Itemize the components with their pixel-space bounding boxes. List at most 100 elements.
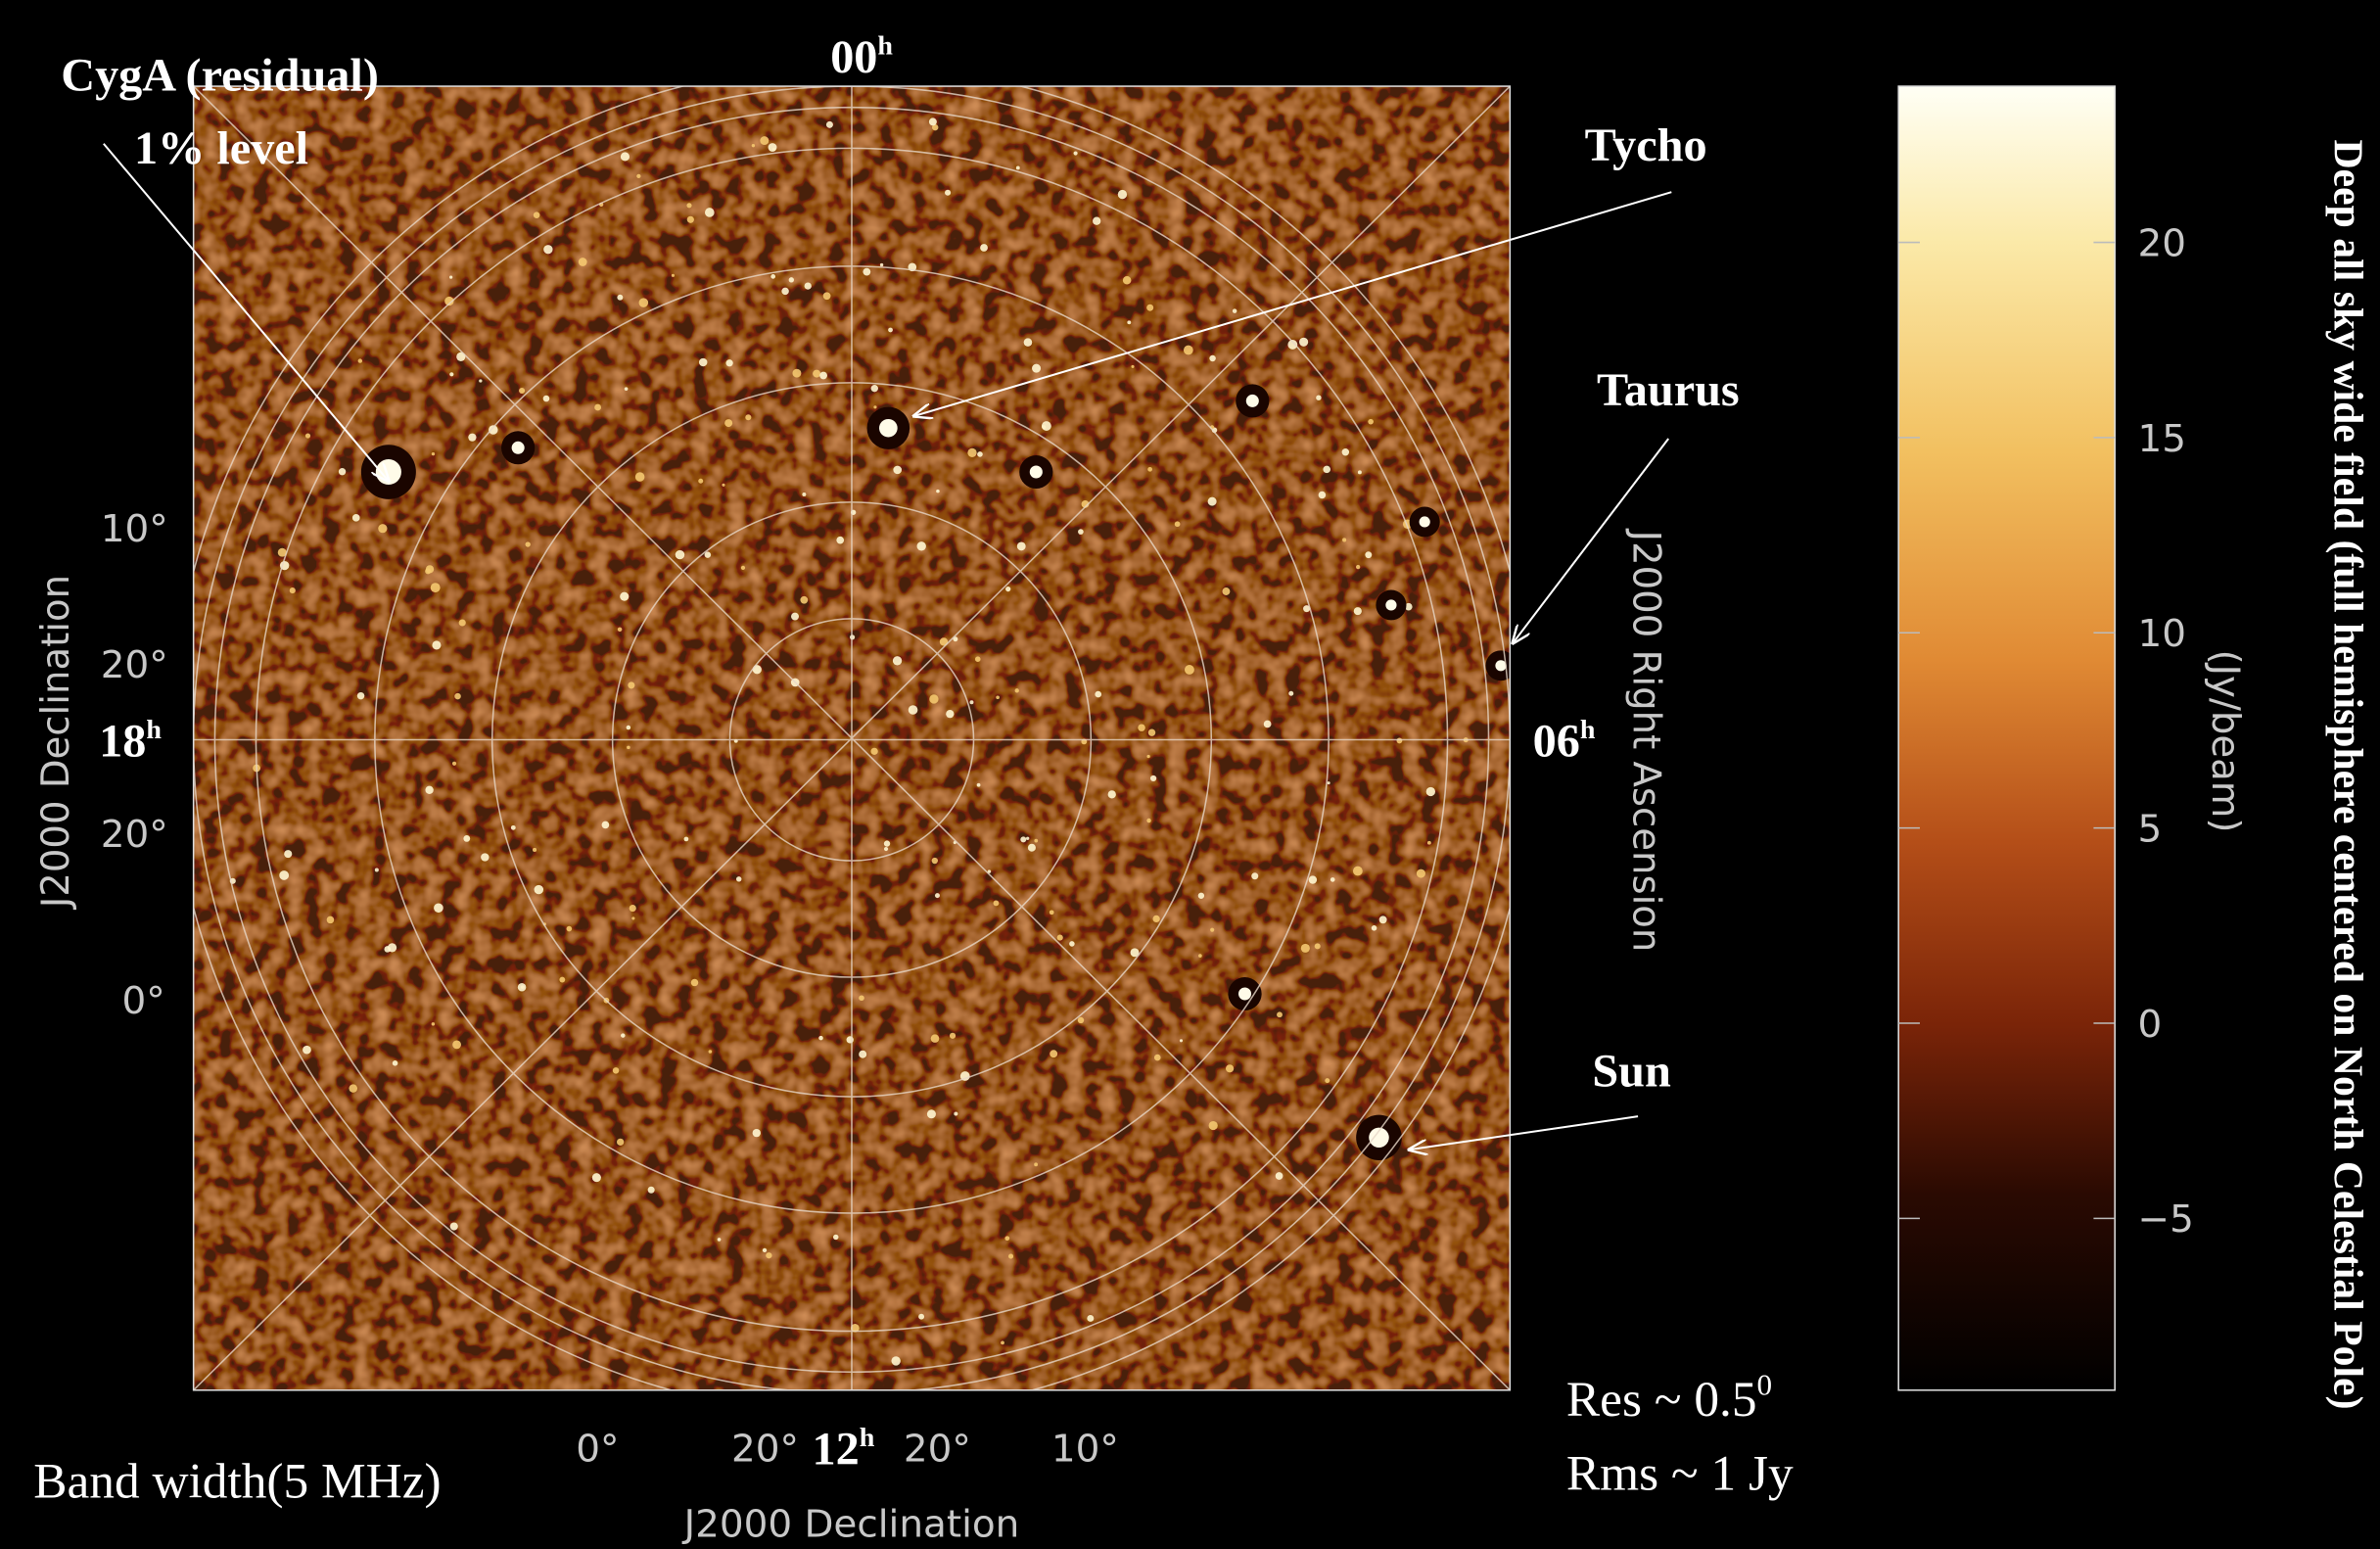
source-dot	[929, 117, 937, 125]
source-dot	[736, 876, 741, 881]
source-dot	[954, 1112, 957, 1116]
source-dot	[805, 282, 812, 289]
source-dot	[932, 858, 938, 864]
note-sup: 0	[1757, 1368, 1773, 1402]
source-dot	[672, 274, 675, 277]
note: Res ~ 0.50	[1566, 1368, 1772, 1428]
source-dot	[459, 619, 466, 626]
source-dot	[871, 385, 878, 392]
source-dot	[358, 358, 362, 362]
source-dot	[543, 245, 552, 254]
source-dot	[1034, 839, 1038, 843]
source-dot	[763, 1248, 767, 1252]
sky-image	[172, 65, 1531, 1414]
source-dot	[791, 613, 799, 621]
source-dot	[859, 1051, 866, 1058]
source-dot	[579, 258, 587, 266]
source-dot	[1185, 665, 1194, 675]
source-dot	[1356, 565, 1360, 569]
ra-hours: 06	[1533, 716, 1580, 768]
source-dot	[519, 388, 525, 394]
source-dot	[1042, 421, 1051, 431]
source-dot	[613, 1067, 620, 1073]
source-dot	[617, 295, 623, 301]
source-dot	[1315, 943, 1321, 949]
source-dot	[709, 1050, 713, 1054]
source-dot	[1004, 1236, 1009, 1241]
source-dot	[621, 152, 630, 161]
ra-hours: 00	[830, 31, 877, 83]
source-dot	[1208, 497, 1217, 506]
source-dot	[594, 404, 601, 411]
source-dot	[284, 850, 292, 858]
source-dot	[909, 705, 918, 715]
source-dot	[996, 695, 1000, 699]
source-dot	[543, 396, 550, 402]
source-dot	[1152, 915, 1159, 922]
source-dot	[833, 1235, 839, 1240]
source-bright	[879, 419, 898, 438]
source-dot	[1146, 819, 1150, 822]
source-dot	[1146, 305, 1153, 311]
source-dot	[1123, 276, 1132, 284]
source-dot	[946, 710, 954, 718]
source-dot	[463, 835, 470, 842]
source-dot	[1020, 836, 1026, 842]
source-dot	[1365, 551, 1372, 558]
source-dot	[760, 136, 769, 145]
source-bright	[1030, 466, 1043, 479]
ra-unit: h	[860, 1423, 875, 1453]
source-dot	[1078, 1017, 1084, 1023]
source-dot	[1184, 346, 1193, 355]
source-dot	[1180, 1039, 1183, 1042]
source-dot	[434, 903, 443, 913]
source-dot	[818, 1036, 823, 1041]
source-dot	[1426, 787, 1435, 796]
colorbar-tick-label: −5	[2138, 1197, 2194, 1242]
source-bright	[512, 442, 525, 454]
source-dot	[1131, 365, 1134, 368]
source-dot	[1233, 308, 1237, 313]
source-dot	[1226, 1064, 1234, 1072]
source-dot	[1328, 781, 1330, 784]
source-dot	[621, 1033, 625, 1037]
source-dot	[425, 786, 433, 794]
source-bright	[1238, 988, 1251, 1001]
source-dot	[722, 484, 724, 487]
source-dot	[375, 868, 379, 871]
annotation: Tycho	[1585, 119, 1707, 171]
source-dot	[1210, 928, 1214, 932]
source-dot	[450, 1222, 458, 1230]
source-dot	[813, 370, 820, 378]
source-dot	[994, 900, 1000, 906]
colorbar-tick-label: 10	[2138, 612, 2186, 656]
source-dot	[511, 825, 516, 830]
source-dot	[969, 700, 973, 704]
source-dot	[705, 208, 715, 217]
source-dot	[826, 121, 833, 128]
dec-tick-label: 20°	[904, 1428, 971, 1472]
source-dot	[766, 1252, 771, 1258]
source-dot	[753, 1129, 761, 1137]
source-dot	[452, 1040, 461, 1049]
colorbar-tick-label: 15	[2138, 417, 2186, 461]
source-dot	[1222, 587, 1230, 595]
source-dot	[870, 748, 877, 755]
source-dot	[691, 979, 698, 986]
colorbar	[1898, 86, 2115, 1390]
axis-title: J2000 Declination	[34, 575, 78, 910]
annotation: CygA (residual)	[61, 50, 379, 102]
source-dot	[927, 1109, 936, 1118]
source-dot	[891, 1356, 900, 1365]
source-dot	[627, 746, 630, 750]
source-dot	[936, 490, 940, 493]
source-dot	[1017, 541, 1026, 550]
source-dot	[975, 656, 981, 662]
source-dot	[432, 640, 441, 649]
source-dot	[534, 211, 540, 218]
source-dot	[518, 983, 527, 992]
source-dot	[1277, 1011, 1283, 1017]
source-dot	[1325, 1078, 1330, 1083]
source-dot	[967, 448, 976, 457]
source-dot	[1127, 320, 1131, 324]
